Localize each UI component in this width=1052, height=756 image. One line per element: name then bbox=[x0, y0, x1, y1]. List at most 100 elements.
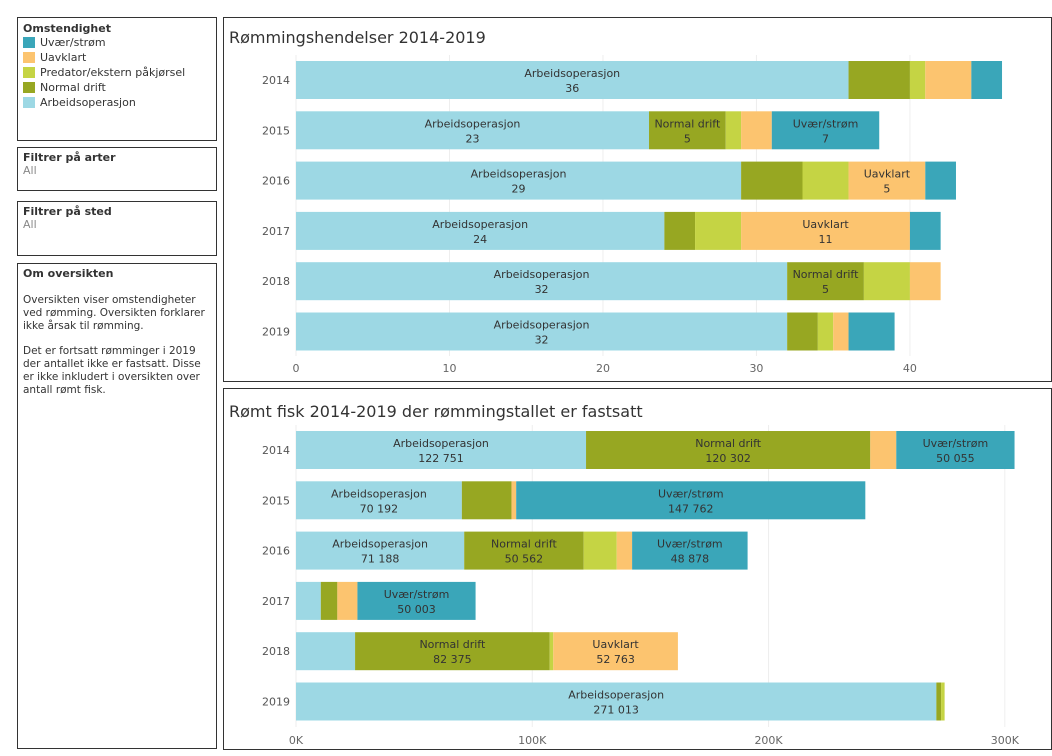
data-label: 5 bbox=[883, 183, 890, 196]
legend-item[interactable]: Normal drift bbox=[23, 80, 211, 95]
about-title: Om oversikten bbox=[23, 267, 114, 280]
data-label: 50 562 bbox=[505, 553, 544, 566]
segment-name: Arbeidsoperasjon bbox=[471, 168, 567, 181]
legend-item[interactable]: Uavklart bbox=[23, 50, 211, 65]
segment-name: Normal drift bbox=[654, 117, 721, 130]
bar-segment bbox=[553, 632, 678, 671]
bar-segment bbox=[725, 111, 742, 150]
bar-segment bbox=[863, 262, 910, 301]
data-label: 29 bbox=[512, 183, 526, 196]
legend-item[interactable]: Arbeidsoperasjon bbox=[23, 95, 211, 110]
data-label: 147 762 bbox=[668, 502, 714, 515]
y-tick-label: 2016 bbox=[262, 175, 290, 188]
bar-segment bbox=[355, 632, 550, 671]
legend-label: Uvær/strøm bbox=[40, 36, 106, 49]
bar-segment bbox=[511, 481, 517, 520]
about-text: Det er fortsatt rømminger i 2019 der ant… bbox=[23, 345, 201, 396]
legend-item[interactable]: Uvær/strøm bbox=[23, 35, 211, 50]
x-tick-label: 10 bbox=[442, 362, 456, 375]
segment-name: Uavklart bbox=[592, 638, 639, 651]
legend-label: Normal drift bbox=[40, 81, 106, 94]
bar-segment bbox=[516, 481, 866, 520]
y-tick-label: 2019 bbox=[262, 326, 290, 339]
bar-segment bbox=[909, 262, 941, 301]
segment-name: Uavklart bbox=[802, 218, 849, 231]
x-tick-label: 300K bbox=[991, 734, 1020, 747]
bar-segment bbox=[586, 431, 871, 469]
data-label: 71 188 bbox=[361, 553, 400, 566]
data-label: 7 bbox=[822, 132, 829, 145]
bar-segment bbox=[296, 481, 462, 520]
data-label: 50 003 bbox=[397, 603, 436, 616]
bar-segment bbox=[664, 211, 696, 250]
about-text: Oversikten viser omstendigheter ved rømm… bbox=[23, 294, 205, 332]
x-tick-label: 0 bbox=[293, 362, 300, 375]
y-tick-label: 2018 bbox=[262, 645, 290, 658]
filter-value[interactable]: All bbox=[23, 164, 37, 177]
bar-segment bbox=[909, 61, 926, 99]
y-tick-label: 2019 bbox=[262, 696, 290, 709]
bar-segment bbox=[936, 682, 942, 721]
bar-segment bbox=[787, 312, 818, 351]
legend-swatch bbox=[23, 97, 35, 108]
segment-name: Arbeidsoperasjon bbox=[393, 437, 489, 450]
bar-segment bbox=[649, 111, 726, 150]
data-label: 32 bbox=[535, 334, 549, 347]
data-label: 32 bbox=[535, 283, 549, 296]
legend-label: Uavklart bbox=[40, 51, 87, 64]
bar-segment bbox=[320, 581, 338, 620]
bar-segment bbox=[461, 481, 512, 520]
bar-segment bbox=[296, 581, 321, 620]
segment-name: Arbeidsoperasjon bbox=[425, 117, 521, 130]
legend-label: Arbeidsoperasjon bbox=[40, 96, 136, 109]
chart-title: Rømmingshendelser 2014-2019 bbox=[229, 28, 486, 47]
bar-segment bbox=[616, 531, 633, 570]
filter-value[interactable]: All bbox=[23, 218, 37, 231]
bar-segment bbox=[925, 61, 972, 99]
segment-name: Normal drift bbox=[793, 268, 860, 281]
x-tick-label: 100K bbox=[518, 734, 547, 747]
bar-segment bbox=[771, 111, 880, 150]
bar-segment bbox=[741, 211, 910, 250]
segment-name: Normal drift bbox=[695, 437, 762, 450]
x-tick-label: 30 bbox=[749, 362, 763, 375]
segment-name: Normal drift bbox=[491, 538, 558, 551]
segment-name: Uvær/strøm bbox=[658, 487, 724, 500]
bar-segment bbox=[296, 161, 742, 200]
data-label: 24 bbox=[473, 233, 487, 246]
bar-segment bbox=[941, 682, 945, 721]
data-label: 36 bbox=[565, 82, 579, 95]
y-tick-label: 2017 bbox=[262, 225, 290, 238]
legend-swatch bbox=[23, 82, 35, 93]
bar-segment bbox=[632, 531, 748, 570]
data-label: 271 013 bbox=[593, 704, 639, 717]
segment-name: Uvær/strøm bbox=[384, 588, 450, 601]
legend-swatch bbox=[23, 52, 35, 63]
data-label: 120 302 bbox=[705, 452, 751, 465]
legend-item[interactable]: Predator/ekstern påkjørsel bbox=[23, 65, 211, 80]
bar-segment bbox=[896, 431, 1015, 469]
bar-segment bbox=[464, 531, 584, 570]
y-tick-label: 2014 bbox=[262, 74, 290, 87]
chart-title: Rømt fisk 2014-2019 der rømmingstallet e… bbox=[229, 402, 643, 421]
segment-name: Arbeidsoperasjon bbox=[524, 67, 620, 80]
segment-name: Arbeidsoperasjon bbox=[568, 689, 664, 702]
y-tick-label: 2014 bbox=[262, 444, 290, 457]
y-tick-label: 2017 bbox=[262, 595, 290, 608]
filter-panel[interactable]: Filtrer på sted All bbox=[17, 201, 217, 256]
data-label: 122 751 bbox=[418, 452, 464, 465]
bar-segment bbox=[695, 211, 742, 250]
segment-name: Uavklart bbox=[864, 168, 911, 181]
x-tick-label: 20 bbox=[596, 362, 610, 375]
data-label: 5 bbox=[684, 132, 691, 145]
filter-panel[interactable]: Filtrer på arter All bbox=[17, 147, 217, 191]
y-tick-label: 2016 bbox=[262, 545, 290, 558]
legend-title: Omstendighet bbox=[23, 22, 111, 35]
bar-segment bbox=[870, 431, 897, 469]
segment-name: Arbeidsoperasjon bbox=[494, 319, 590, 332]
bar-segment bbox=[296, 682, 937, 721]
bar-segment bbox=[296, 312, 788, 351]
segment-name: Arbeidsoperasjon bbox=[332, 538, 428, 551]
